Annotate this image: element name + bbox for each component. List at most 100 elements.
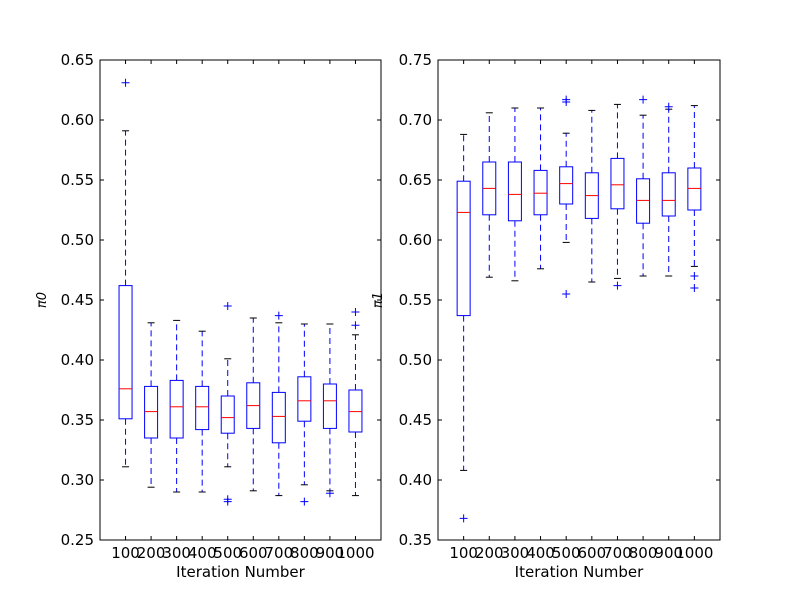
y-tick-label: 0.25 [61, 531, 94, 549]
y-tick-label: 0.50 [399, 351, 432, 369]
box-rect [687, 167, 702, 211]
flier-point [690, 284, 699, 292]
flier-point [351, 321, 360, 330]
x-tick-label: 1000 [336, 544, 374, 562]
flier-point [562, 98, 571, 106]
y-tick-label: 0.50 [61, 231, 94, 249]
flier-point [223, 302, 232, 310]
flier-point [274, 311, 283, 320]
y-axis-label: π1 [371, 292, 386, 308]
box-rect [144, 385, 159, 439]
box-rect [533, 169, 548, 216]
y-tick-label: 0.45 [399, 411, 432, 429]
y-tick-label: 0.55 [399, 291, 432, 309]
x-tick-label: 700 [603, 544, 632, 562]
x-tick-label: 400 [188, 544, 217, 562]
flier-point [325, 489, 334, 498]
x-tick-label: 800 [629, 544, 658, 562]
y-tick-label: 0.40 [399, 471, 432, 489]
box-1000 [687, 105, 702, 292]
flier-point [639, 95, 648, 104]
box-rect [297, 376, 312, 422]
box-900 [661, 102, 676, 277]
y-tick-label: 0.75 [399, 51, 432, 69]
y-tick-label: 0.65 [61, 51, 94, 69]
y-tick-label: 0.55 [61, 171, 94, 189]
box-rect [456, 180, 471, 317]
x-tick-label: 700 [264, 544, 293, 562]
box-300 [169, 319, 184, 493]
box-400 [533, 107, 548, 270]
box-400 [195, 330, 210, 493]
box-rect [507, 161, 522, 222]
x-tick-label: 600 [577, 544, 606, 562]
subplot-0: 0.25 0.30 0.35 0.40 0.45 0.50 0.55 0.60 0.65 1002… [35, 51, 382, 581]
y-tick-label: 0.70 [399, 111, 432, 129]
y-tick-label: 0.65 [399, 171, 432, 189]
y-tick-label: 0.35 [399, 531, 432, 549]
box-700 [271, 311, 286, 497]
box-100 [456, 133, 471, 523]
flier-point [300, 497, 309, 506]
y-axis-label: π0 [35, 292, 50, 308]
x-tick-label: 100 [449, 544, 478, 562]
x-tick-label: 900 [316, 544, 345, 562]
x-tick-label: 900 [654, 544, 683, 562]
box-rect [636, 178, 651, 224]
x-tick-label: 500 [552, 544, 581, 562]
x-tick-label: 300 [501, 544, 530, 562]
box-rect [610, 157, 625, 210]
box-rect [322, 383, 337, 429]
box-700 [610, 103, 625, 290]
box-200 [482, 112, 497, 278]
box-600 [584, 109, 599, 283]
flier-point [562, 290, 571, 298]
box-rect [348, 389, 363, 433]
box-800 [636, 95, 651, 277]
box-rect [271, 391, 286, 444]
flier-point [351, 308, 360, 316]
box-rect [661, 172, 676, 217]
box-100 [118, 78, 133, 468]
y-tick-label: 0.35 [61, 411, 94, 429]
y-tick-label: 0.60 [399, 231, 432, 249]
box-300 [507, 107, 522, 282]
x-tick-label: 200 [475, 544, 504, 562]
x-tick-label: 800 [290, 544, 319, 562]
box-900 [322, 323, 337, 498]
y-tick-label: 0.45 [61, 291, 94, 309]
flier-point [121, 78, 130, 87]
y-tick-label: 0.60 [61, 111, 94, 129]
box-rect [169, 379, 184, 439]
x-axis-label: Iteration Number [176, 563, 305, 581]
x-tick-label: 300 [162, 544, 191, 562]
y-tick-label: 0.40 [61, 351, 94, 369]
y-tick-label: 0.30 [61, 471, 94, 489]
flier-point [690, 272, 699, 280]
box-1000 [348, 308, 363, 497]
axes-frame [437, 59, 721, 541]
flier-point [223, 497, 232, 506]
box-500 [559, 95, 574, 298]
flier-point [613, 281, 622, 290]
box-600 [246, 317, 261, 492]
x-tick-label: 600 [239, 544, 268, 562]
x-tick-label: 1000 [675, 544, 713, 562]
flier-point [664, 102, 673, 111]
x-tick-label: 400 [526, 544, 555, 562]
box-rect [220, 395, 235, 434]
subplot-1: 0.35 0.40 0.45 0.50 0.55 0.60 0.65 0.70 0.75 1002… [371, 51, 721, 581]
flier-point [459, 514, 468, 523]
x-axis-label: Iteration Number [515, 563, 644, 581]
axes-frame [99, 59, 382, 541]
box-rect [559, 166, 574, 205]
box-500 [220, 302, 235, 506]
x-tick-label: 200 [137, 544, 166, 562]
box-rect [195, 385, 210, 431]
x-tick-label: 100 [111, 544, 140, 562]
x-tick-label: 500 [213, 544, 242, 562]
box-200 [144, 322, 159, 488]
box-rect [118, 285, 133, 420]
box-800 [297, 323, 312, 506]
